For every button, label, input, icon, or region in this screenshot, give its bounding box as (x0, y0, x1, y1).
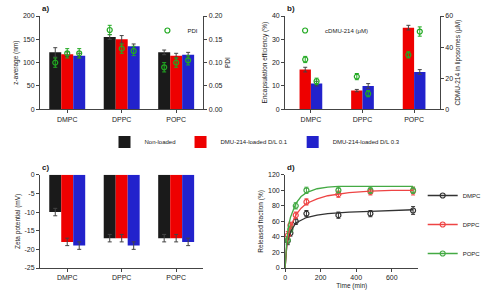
svg-text:-5: -5 (28, 190, 34, 197)
svg-text:POPC: POPC (166, 274, 186, 281)
svg-text:0: 0 (31, 106, 35, 113)
svg-text:200: 200 (23, 12, 35, 19)
svg-text:DMU-214-loaded D/L 0.3: DMU-214-loaded D/L 0.3 (333, 139, 400, 145)
svg-text:200: 200 (315, 274, 327, 281)
svg-text:a): a) (42, 4, 49, 13)
svg-text:z-average (nm): z-average (nm) (12, 41, 20, 85)
svg-text:DMPC: DMPC (301, 116, 322, 123)
svg-text:0: 0 (276, 106, 280, 113)
svg-text:120: 120 (268, 171, 280, 178)
svg-text:0.00: 0.00 (209, 106, 223, 113)
svg-text:150: 150 (23, 36, 35, 43)
svg-text:Encapsulation efficiency (%): Encapsulation efficiency (%) (261, 22, 269, 104)
svg-text:0: 0 (31, 171, 35, 178)
svg-text:POPC: POPC (463, 251, 481, 257)
svg-text:400: 400 (350, 274, 362, 281)
svg-text:20: 20 (272, 59, 280, 66)
svg-text:40: 40 (272, 233, 280, 240)
svg-text:CDMU-214 in liposomes (μM): CDMU-214 in liposomes (μM) (454, 20, 462, 106)
svg-text:20: 20 (445, 75, 453, 82)
svg-text:b): b) (287, 4, 295, 13)
svg-text:DMPC: DMPC (463, 193, 481, 199)
svg-text:-15: -15 (24, 227, 34, 234)
svg-text:0: 0 (283, 274, 287, 281)
svg-text:0: 0 (445, 106, 449, 113)
svg-text:POPC: POPC (404, 116, 424, 123)
svg-text:50: 50 (27, 82, 35, 89)
svg-text:DMU-214-loaded D/L 0.1: DMU-214-loaded D/L 0.1 (221, 139, 288, 145)
svg-text:DMPC: DMPC (57, 274, 78, 281)
svg-text:DPPC: DPPC (353, 116, 372, 123)
svg-text:PDI: PDI (187, 28, 197, 34)
svg-text:80: 80 (272, 202, 280, 209)
svg-text:-20: -20 (24, 246, 34, 253)
svg-text:600: 600 (386, 274, 398, 281)
svg-text:d): d) (287, 163, 295, 172)
svg-text:DPPC: DPPC (112, 274, 131, 281)
svg-text:-25: -25 (24, 264, 34, 271)
svg-text:Non-loaded: Non-loaded (145, 139, 176, 145)
svg-text:0.10: 0.10 (209, 59, 223, 66)
svg-text:60: 60 (272, 218, 280, 225)
svg-text:cDMU-214 (μM): cDMU-214 (μM) (325, 28, 368, 34)
svg-text:Time (min): Time (min) (336, 282, 367, 290)
svg-text:Released fraction (%): Released fraction (%) (257, 190, 265, 253)
svg-text:100: 100 (268, 187, 280, 194)
svg-text:0.15: 0.15 (209, 36, 223, 43)
svg-text:PDI: PDI (224, 57, 231, 68)
svg-text:40: 40 (445, 44, 453, 51)
svg-text:Zeta potential (mV): Zeta potential (mV) (14, 194, 22, 249)
svg-text:0: 0 (276, 264, 280, 271)
svg-text:POPC: POPC (166, 116, 186, 123)
svg-text:-10: -10 (24, 209, 34, 216)
svg-text:30: 30 (272, 36, 280, 43)
svg-text:20: 20 (272, 249, 280, 256)
svg-text:40: 40 (272, 12, 280, 19)
svg-text:0.20: 0.20 (209, 12, 223, 19)
svg-text:DPPC: DPPC (463, 222, 480, 228)
svg-text:c): c) (42, 163, 49, 172)
svg-text:60: 60 (445, 12, 453, 19)
svg-text:0.05: 0.05 (209, 82, 223, 89)
svg-text:100: 100 (23, 59, 35, 66)
svg-text:10: 10 (272, 82, 280, 89)
svg-text:DMPC: DMPC (57, 116, 78, 123)
svg-text:DPPC: DPPC (112, 116, 131, 123)
